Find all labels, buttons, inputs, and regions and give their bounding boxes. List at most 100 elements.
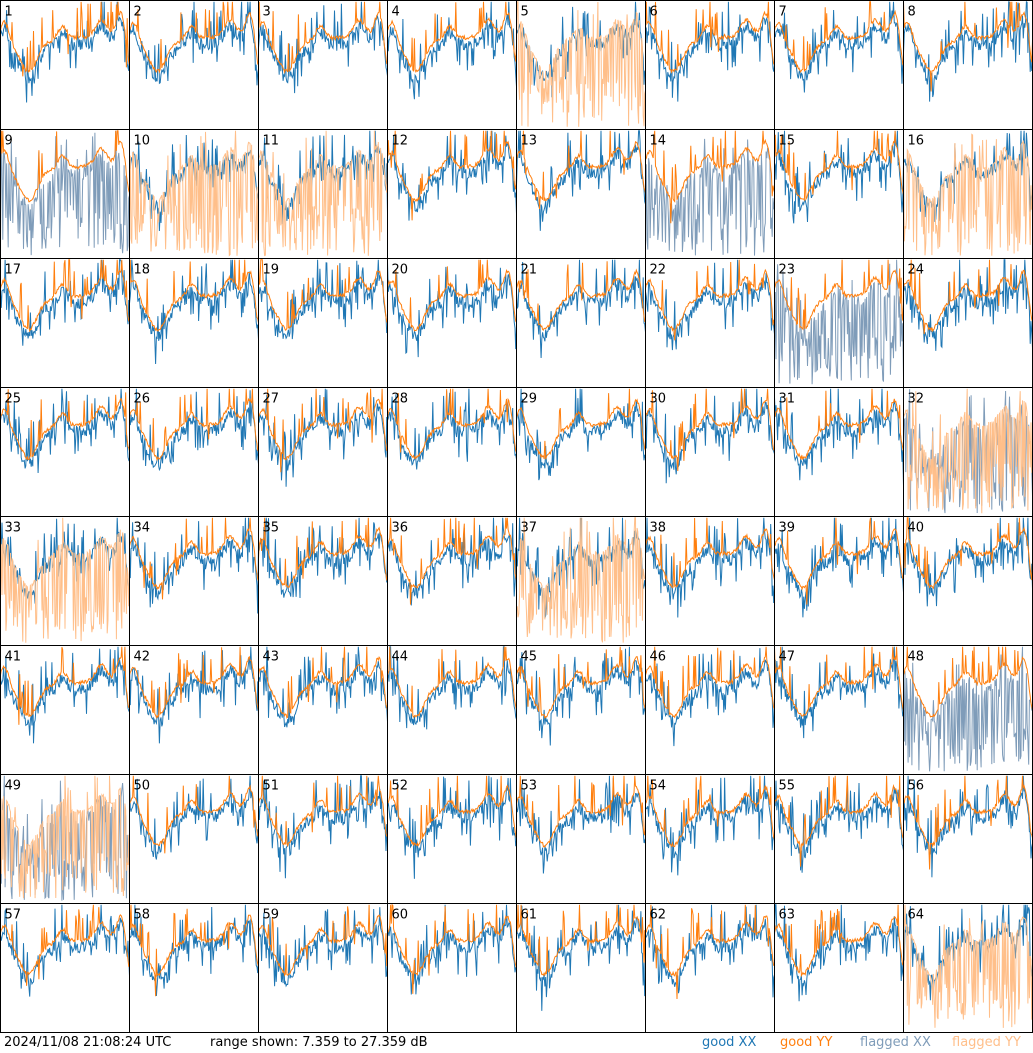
panel-border [516,258,646,388]
series-yy-panel-23 [774,259,904,331]
panel-35: 35 [258,516,388,646]
series-xx-panel-51 [258,775,388,879]
series-yy-panel-60 [387,903,517,994]
panel-60: 60 [387,903,517,1033]
series-yy-panel-42 [129,646,259,719]
series-xx-panel-46 [645,648,775,747]
series-yy-panel-15 [774,130,904,202]
panel-53: 53 [516,774,646,904]
series-xx-panel-4 [387,1,517,100]
series-xx-panel-62 [645,904,775,998]
timestamp: 2024/11/08 21:08:24 UTC [4,1035,172,1050]
panel-29: 29 [516,387,646,517]
panel-border [129,387,259,517]
panel-label: 51 [263,779,280,794]
panel-label: 49 [5,779,22,794]
panel-45: 45 [516,645,646,775]
panel-label: 57 [5,908,22,923]
panel-38: 38 [645,516,775,646]
panel-label: 11 [263,134,280,149]
series-yy-panel-34 [129,517,259,600]
panel-47: 47 [774,645,904,775]
series-yy-panel-11 [258,130,388,257]
panel-42: 42 [129,645,259,775]
series-xx-panel-17 [0,259,130,346]
series-yy-panel-48 [903,646,1033,718]
panel-label: 43 [263,650,280,665]
panel-50: 50 [129,774,259,904]
panel-label: 15 [779,134,796,149]
panel-59: 59 [258,903,388,1033]
panel-border [387,258,517,388]
panel-62: 62 [645,903,775,1033]
series-yy-panel-6 [645,1,775,74]
panel-label: 17 [5,263,22,278]
panel-label: 61 [521,908,538,923]
series-yy-panel-36 [387,517,517,605]
series-xx-panel-44 [387,646,517,730]
panel-label: 58 [134,908,151,923]
series-yy-panel-45 [516,646,646,720]
series-yy-panel-30 [645,388,775,472]
series-xx-panel-56 [903,775,1033,878]
panel-52: 52 [387,774,517,904]
panel-30: 30 [645,387,775,517]
panel-label: 16 [908,134,925,149]
panel-7: 7 [774,0,904,130]
series-yy-panel-32 [903,388,1033,514]
series-xx-panel-39 [774,517,904,618]
series-yy-panel-62 [645,904,775,1000]
series-xx-panel-54 [645,775,775,876]
panel-label: 35 [263,521,280,536]
panel-label: 24 [908,263,925,278]
panel-label: 6 [650,5,658,20]
panel-32: 32 [903,387,1033,517]
panel-label: 46 [650,650,667,665]
panel-5: 5 [516,0,646,130]
panel-label: 31 [779,392,796,407]
panel-label: 13 [521,134,538,149]
panel-label: 30 [650,392,667,407]
panel-label: 42 [134,650,151,665]
series-yy-panel-38 [645,517,775,589]
panel-6: 6 [645,0,775,130]
series-yy-panel-64 [903,904,1033,1028]
panel-label: 3 [263,5,271,20]
panel-border [903,516,1033,646]
panel-13: 13 [516,129,646,259]
series-yy-panel-28 [387,388,517,460]
panel-33: 33 [0,516,130,646]
series-yy-panel-58 [129,904,259,997]
panel-11: 11 [258,129,388,259]
panel-border [258,774,388,904]
series-xx-panel-18 [129,259,259,365]
series-yy-panel-50 [129,775,259,854]
series-yy-panel-40 [903,517,1033,590]
series-xx-panel-12 [387,130,517,221]
footer: 2024/11/08 21:08:24 UTC range shown: 7.3… [0,1033,1033,1053]
panel-label: 34 [134,521,151,536]
panel-label: 14 [650,134,667,149]
series-yy-panel-4 [387,1,517,73]
series-yy-panel-46 [645,646,775,719]
series-yy-panel-18 [129,259,259,332]
panel-36: 36 [387,516,517,646]
panel-12: 12 [387,129,517,259]
series-yy-panel-41 [0,646,130,725]
panel-16: 16 [903,129,1033,259]
panel-label: 21 [521,263,538,278]
series-yy-panel-8 [903,1,1033,92]
panel-label: 47 [779,650,796,665]
series-xx-panel-9 [0,130,130,256]
panel-28: 28 [387,387,517,517]
panel-17: 17 [0,258,130,388]
series-xx-panel-3 [258,1,388,94]
panel-34: 34 [129,516,259,646]
panel-border [258,645,388,775]
series-xx-panel-57 [0,904,130,997]
panel-label: 25 [5,392,22,407]
panel-label: 50 [134,779,151,794]
series-yy-panel-26 [129,388,259,462]
series-xx-panel-26 [129,388,259,472]
series-xx-panel-43 [258,646,388,728]
